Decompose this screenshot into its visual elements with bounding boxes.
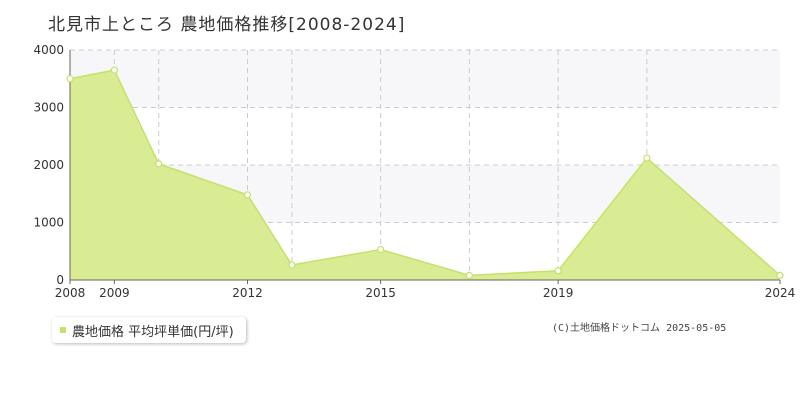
data-point [776, 271, 784, 279]
data-point [66, 75, 74, 83]
data-point [643, 154, 651, 162]
y-tick-label: 4000 [33, 43, 64, 57]
legend-label: 農地価格 平均坪単価(円/坪) [72, 324, 234, 340]
y-tick-label: 2000 [33, 158, 64, 172]
data-point [243, 191, 252, 199]
x-tick-label: 2019 [543, 286, 574, 300]
legend: 農地価格 平均坪単価(円/坪) [52, 317, 246, 343]
x-tick-label: 2015 [365, 286, 396, 300]
data-point [377, 245, 385, 254]
x-tick-label: 2008 [55, 286, 86, 300]
y-tick-label: 1000 [33, 216, 64, 230]
data-point [554, 267, 562, 275]
series-line [69, 69, 781, 277]
data-point [110, 66, 118, 74]
y-tick-label: 3000 [33, 101, 64, 115]
data-point [465, 271, 473, 279]
plot-band [70, 50, 780, 108]
x-tick-label: 2009 [99, 286, 130, 300]
x-tick-label: 2012 [232, 286, 263, 300]
data-point [288, 261, 296, 269]
data-point [155, 160, 163, 168]
area-fill [70, 70, 780, 280]
x-tick-label: 2024 [765, 286, 796, 300]
legend-swatch [60, 327, 66, 333]
chart-title: 北見市上ところ 農地価格推移[2008-2024] [48, 15, 406, 35]
y-tick-label: 0 [56, 273, 64, 287]
copyright-text: (C)土地価格ドットコム 2025-05-05 [552, 323, 727, 334]
